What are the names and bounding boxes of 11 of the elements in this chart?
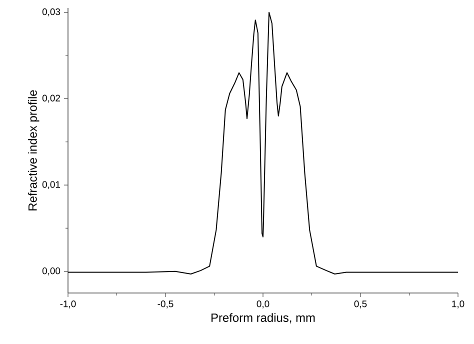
- x-tick-label: -0,5: [158, 300, 174, 308]
- y-tick-label: 0,00: [42, 268, 60, 276]
- x-tick-label: -1,0: [60, 300, 76, 308]
- y-tick-label: 0,02: [42, 94, 60, 103]
- y-tick-label: 0,01: [42, 181, 60, 189]
- x-tick-label: 0,0: [256, 300, 270, 308]
- y-tick-label: 0,03: [42, 8, 60, 16]
- x-tick-label: 1,0: [452, 300, 464, 308]
- x-axis-title: Preform radius, mm: [212, 313, 315, 324]
- x-tick-label: 0,5: [354, 300, 367, 308]
- y-axis-title: Refractive index profile: [28, 90, 40, 210]
